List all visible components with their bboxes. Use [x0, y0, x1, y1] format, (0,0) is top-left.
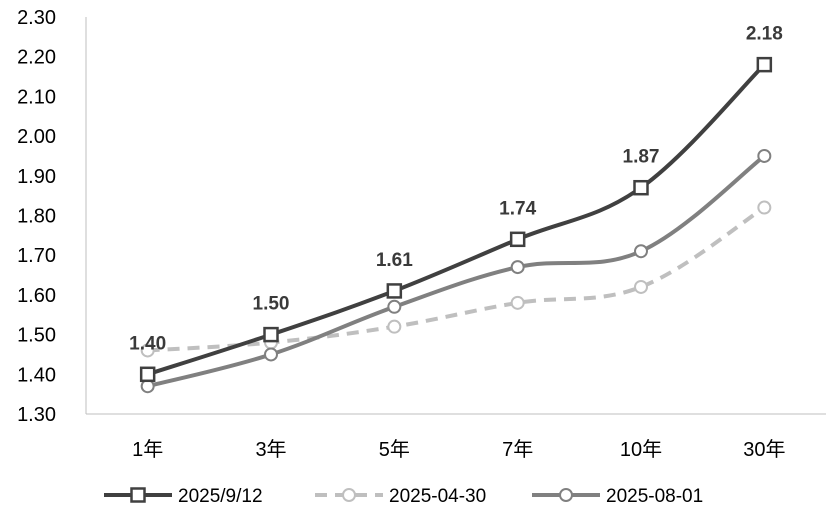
legend: 2025/9/12 2025-04-30 2025-08-01 — [104, 486, 703, 507]
data-label: 1.50 — [253, 294, 290, 315]
data-point — [263, 326, 279, 343]
legend-item-3: 2025-08-01 — [532, 486, 703, 507]
series-line — [147, 63, 766, 377]
y-tick-label: 2.10 — [17, 86, 56, 108]
y-tick-label: 2.30 — [17, 7, 56, 29]
data-label: 1.74 — [499, 198, 536, 219]
y-tick-label: 1.80 — [17, 206, 56, 228]
data-label: 1.87 — [623, 147, 660, 168]
y-tick-label: 1.70 — [17, 245, 56, 267]
y-tick-label: 2.00 — [17, 126, 56, 148]
y-axis-ticks: 1.30 1.40 1.50 1.60 1.70 1.80 1.90 2.00 2.10 2.20… — [17, 7, 56, 426]
legend-label: 2025-08-01 — [606, 486, 703, 507]
series-line — [147, 205, 766, 353]
data-point — [757, 200, 772, 215]
legend-marker — [559, 488, 573, 502]
x-axis-ticks: 1年 3年 5年 7年 10年 30年 — [132, 438, 785, 461]
legend-item-1: 2025/9/12 — [104, 486, 263, 507]
series-layer — [139, 56, 773, 394]
x-tick-label: 3年 — [255, 438, 286, 461]
data-point — [387, 299, 402, 314]
series-1 — [139, 56, 773, 383]
legend-item-2: 2025-04-30 — [315, 486, 486, 507]
legend-marker — [130, 487, 146, 503]
data-label: 1.40 — [129, 333, 166, 354]
data-point — [634, 244, 648, 259]
data-point — [140, 343, 155, 358]
series-line — [147, 154, 766, 389]
x-tick-label: 7年 — [502, 438, 533, 461]
data-point — [264, 347, 278, 362]
data-point — [756, 56, 773, 73]
y-tick-label: 1.90 — [17, 166, 56, 188]
data-point — [509, 231, 526, 248]
data-point — [633, 179, 649, 196]
y-tick-label: 1.40 — [17, 364, 56, 386]
data-point — [139, 366, 156, 383]
data-label: 2.18 — [746, 24, 783, 45]
data-point — [387, 319, 402, 334]
legend-label: 2025-04-30 — [389, 486, 486, 507]
y-tick-label: 1.50 — [17, 325, 56, 347]
chart-axes — [85, 17, 826, 415]
data-point — [386, 283, 403, 299]
legend-marker — [342, 488, 356, 502]
data-point — [510, 295, 525, 310]
data-point — [510, 260, 525, 275]
y-tick-label: 2.20 — [17, 47, 56, 69]
data-point — [634, 279, 648, 294]
series-2 — [140, 200, 772, 358]
y-tick-label: 1.60 — [17, 285, 56, 307]
legend-label: 2025/9/12 — [178, 486, 263, 507]
x-tick-label: 10年 — [620, 438, 662, 461]
y-tick-label: 1.30 — [17, 404, 56, 426]
x-tick-label: 5年 — [379, 438, 410, 461]
data-point — [757, 148, 772, 163]
x-tick-label: 30年 — [743, 438, 785, 461]
data-label: 1.61 — [376, 250, 413, 271]
x-tick-label: 1年 — [132, 438, 163, 461]
data-labels: 1.40 1.50 1.61 1.74 1.87 2.18 — [129, 24, 783, 355]
series-3 — [140, 148, 772, 394]
